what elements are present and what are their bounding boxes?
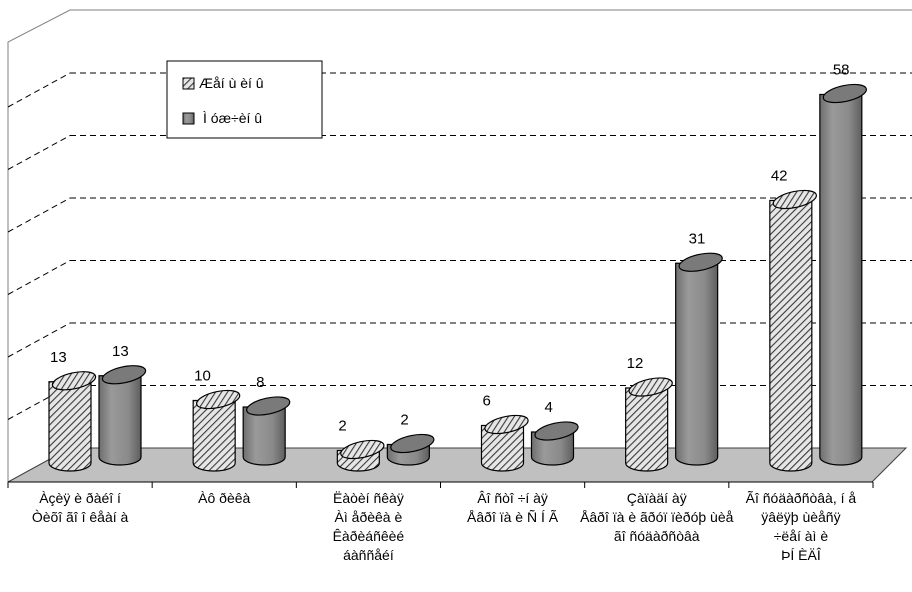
category-label-line: ÿâëÿþ ùèåñÿ [761, 509, 840, 525]
bar-top [195, 389, 241, 410]
gridline-side [7, 197, 71, 233]
data-label: 6 [483, 393, 491, 410]
category-label-line: ÞÍ ÈÄÎ [781, 547, 822, 563]
data-label: 2 [400, 412, 408, 429]
category-label-line: Çàïàäí àÿ [627, 490, 687, 506]
value-labels-group: 13 10 2 6 12 42 13 8 2 4 31 58 [50, 62, 850, 435]
bar-body [48, 381, 92, 472]
bar-body [769, 199, 813, 472]
category-label-line: Àì åðèêà è [335, 509, 403, 525]
category-label: Àô ðèêà [198, 490, 250, 506]
category-label-line: áàññåéí [343, 547, 394, 563]
bar-women-0 [48, 371, 97, 472]
bars-group [48, 83, 868, 472]
gridline-side [7, 72, 71, 108]
bar-top [628, 377, 673, 397]
data-label: 4 [545, 399, 553, 416]
category-label-line: ãî ñóäàðñòâà [614, 528, 700, 544]
bar-top [340, 439, 385, 460]
back-wall-outline [7, 9, 912, 482]
legend-swatch-hatch [182, 77, 195, 90]
category-label-line: Êàðèáñêèé [333, 528, 405, 544]
bar-women-1 [192, 389, 241, 472]
gridline-side [7, 322, 71, 358]
data-label: 10 [194, 368, 211, 385]
category-label: Ãî ñóäàðñòâà, í å ÿâëÿþ ùèåñÿ ÷ëåí àì è ÞÍ … [746, 490, 857, 563]
bar-men-3 [530, 421, 579, 466]
data-label: 13 [50, 349, 67, 366]
legend-box [166, 60, 323, 139]
data-label: 12 [627, 355, 644, 372]
data-label: 31 [689, 230, 706, 247]
bar-top [484, 414, 529, 435]
category-label-line: Àçèÿ è ðàéî í [39, 490, 121, 506]
category-label-line: Åâðî ïà è Ñ Í Ã [467, 509, 559, 525]
bar-women-3 [480, 414, 529, 472]
bar-body [192, 399, 236, 472]
data-label: 58 [833, 62, 850, 79]
bar-body [480, 424, 525, 472]
data-label: 13 [112, 343, 129, 360]
data-label: 8 [256, 374, 264, 391]
category-label-line: ÷ëåí àì è [774, 528, 829, 544]
bar-top [101, 365, 147, 385]
bar-men-2 [386, 433, 435, 466]
bar-top [678, 252, 723, 272]
category-label: Çàïàäí àÿ Åâðî ïà è ãðóï ïèðóþ ùèå ãî ñóäà… [580, 490, 734, 544]
bar-top [245, 396, 291, 416]
bar-men-5 [819, 83, 868, 466]
legend-label-men: Ì óæ÷èí û [203, 110, 262, 126]
category-label-line: Âî ñòî ÷í àÿ [477, 490, 548, 506]
bar-men-0 [98, 365, 147, 466]
category-label-line: Åâðî ïà è ãðóï ïèðóþ ùèå [580, 509, 734, 525]
bar-men-4 [675, 252, 723, 466]
bar-top [822, 83, 868, 104]
legend-label-women: Æåí ù èí û [199, 75, 264, 91]
bar-body [625, 387, 669, 472]
category-label-line: Àô ðèêà [198, 490, 250, 506]
category-label-line: Ëàòèí ñêàÿ [333, 490, 404, 506]
bar-men-1 [242, 396, 291, 466]
bar-women-4 [625, 377, 673, 472]
category-label-line: Òèõî ãî î êåàí à [32, 509, 129, 525]
category-labels-group: Àçèÿ è ðàéî í Òèõî ãî î êåàí à Àô ðèêà Ëàòè… [32, 490, 857, 563]
bar-top [51, 371, 97, 391]
legend-swatch-solid [182, 112, 195, 125]
gridline-side [7, 385, 71, 420]
bar-top [534, 421, 579, 441]
bar-body [819, 93, 863, 466]
gridline-side [7, 135, 71, 170]
bar-top [390, 433, 435, 454]
bar-body [98, 375, 142, 466]
bar-women-2 [336, 439, 385, 472]
category-label: Âî ñòî ÷í àÿ Åâðî ïà è Ñ Í Ã [467, 490, 559, 525]
bar-body [675, 262, 719, 466]
bar-body [242, 406, 286, 466]
gridline-side [7, 260, 71, 295]
data-label: 2 [338, 418, 346, 435]
category-label-line: Ãî ñóäàðñòâà, í å [746, 490, 857, 506]
data-label: 42 [771, 168, 788, 185]
category-label: Àçèÿ è ðàéî í Òèõî ãî î êåàí à [32, 490, 129, 525]
category-label: Ëàòèí ñêàÿ Àì åðèêà è Êàðèáñêèé áàññåéí [333, 490, 405, 563]
bar-women-5 [769, 189, 818, 472]
legend: Æåí ù èí û Ì óæ÷èí û [166, 60, 323, 139]
bar-top [772, 189, 818, 210]
